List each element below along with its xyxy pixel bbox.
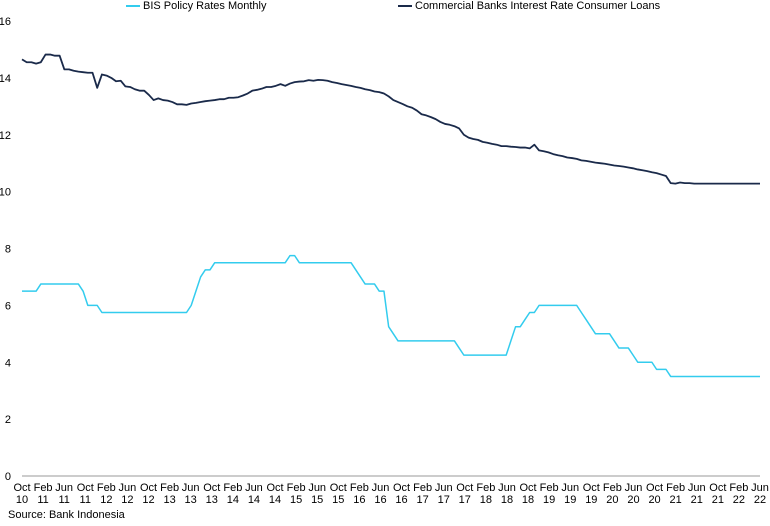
x-tick-label-year: 21 xyxy=(670,494,682,506)
x-tick-label-year: 13 xyxy=(206,494,218,506)
x-tick-label-year: 16 xyxy=(395,494,407,506)
x-tick-label-month: Jun xyxy=(119,482,137,494)
y-tick-label: 16 xyxy=(0,16,11,28)
y-tick-label: 2 xyxy=(5,414,11,426)
x-tick-label-year: 17 xyxy=(459,494,471,506)
x-tick-label-year: 16 xyxy=(374,494,386,506)
y-tick-label: 12 xyxy=(0,130,11,142)
x-tick-label-year: 13 xyxy=(163,494,175,506)
x-tick-label-month: Feb xyxy=(476,482,495,494)
x-tick-label-month: Oct xyxy=(519,482,536,494)
y-tick-label: 10 xyxy=(0,187,11,199)
x-tick-label-month: Jun xyxy=(55,482,73,494)
x-tick-label-month: Feb xyxy=(666,482,685,494)
x-tick-label-month: Jun xyxy=(751,482,769,494)
x-tick-label-month: Feb xyxy=(223,482,242,494)
x-tick-label-year: 11 xyxy=(58,494,69,506)
x-tick-label-year: 17 xyxy=(438,494,450,506)
x-tick-label-month: Feb xyxy=(160,482,179,494)
x-tick-label-month: Oct xyxy=(77,482,94,494)
x-tick-label-month: Feb xyxy=(540,482,559,494)
x-tick-label-month: Feb xyxy=(603,482,622,494)
x-tick-label-month: Jun xyxy=(688,482,706,494)
series-line-policy-rate xyxy=(22,254,760,378)
x-tick-label-month: Feb xyxy=(413,482,432,494)
x-tick-label-year: 16 xyxy=(353,494,365,506)
x-tick-label-year: 15 xyxy=(311,494,323,506)
x-tick-label-year: 21 xyxy=(691,494,703,506)
x-tick-label-year: 21 xyxy=(712,494,724,506)
x-tick-label-year: 12 xyxy=(142,494,154,506)
x-tick-label-year: 13 xyxy=(185,494,197,506)
x-tick-label-month: Feb xyxy=(97,482,116,494)
x-tick-label-month: Oct xyxy=(646,482,663,494)
x-tick-label-month: Oct xyxy=(203,482,220,494)
x-tick-label-month: Oct xyxy=(393,482,410,494)
x-tick-label-month: Oct xyxy=(583,482,600,494)
legend-label-consumer-loans: Commercial Banks Interest Rate Consumer … xyxy=(415,0,661,12)
x-tick-label-month: Oct xyxy=(13,482,30,494)
legend-item-consumer-loans: Commercial Banks Interest Rate Consumer … xyxy=(398,0,660,12)
x-tick-label-year: 20 xyxy=(627,494,639,506)
legend-item-policy-rate: BIS Policy Rates Monthly xyxy=(126,0,267,12)
x-tick-label-year: 18 xyxy=(480,494,492,506)
x-tick-label-month: Oct xyxy=(140,482,157,494)
x-tick-label-year: 20 xyxy=(648,494,660,506)
x-tick-label-month: Feb xyxy=(287,482,306,494)
x-tick-label-month: Oct xyxy=(456,482,473,494)
x-tick-label-year: 18 xyxy=(522,494,534,506)
legend-swatch-consumer-loans xyxy=(398,5,412,7)
legend: BIS Policy Rates Monthly Commercial Bank… xyxy=(0,0,770,14)
x-tick-label-month: Jun xyxy=(625,482,643,494)
x-tick-label-year: 11 xyxy=(80,494,91,506)
x-tick-label-year: 15 xyxy=(290,494,302,506)
x-tick-label-year: 14 xyxy=(248,494,260,506)
x-tick-label-year: 22 xyxy=(754,494,766,506)
x-tick-label-month: Jun xyxy=(435,482,453,494)
source-note: Source: Bank Indonesia xyxy=(8,509,125,521)
x-tick-label-year: 17 xyxy=(417,494,429,506)
x-tick-label-year: 18 xyxy=(501,494,513,506)
y-tick-label: 14 xyxy=(0,73,11,85)
x-tick-label-month: Oct xyxy=(266,482,283,494)
x-tick-label-year: 12 xyxy=(100,494,112,506)
x-tick-label-month: Oct xyxy=(330,482,347,494)
x-tick-label-month: Oct xyxy=(709,482,726,494)
x-tick-label-month: Jun xyxy=(372,482,390,494)
x-tick-label-year: 11 xyxy=(37,494,48,506)
x-tick-label-month: Feb xyxy=(729,482,748,494)
x-tick-label-month: Jun xyxy=(498,482,516,494)
x-tick-label-year: 14 xyxy=(269,494,281,506)
x-tick-label-month: Jun xyxy=(308,482,326,494)
legend-swatch-policy-rate xyxy=(126,5,140,7)
x-tick-label-year: 19 xyxy=(585,494,597,506)
x-tick-label-month: Jun xyxy=(561,482,579,494)
x-tick-label-month: Feb xyxy=(34,482,53,494)
x-tick-label-year: 10 xyxy=(16,494,28,506)
y-tick-label: 6 xyxy=(5,300,11,312)
y-tick-label: 8 xyxy=(5,244,11,256)
x-tick-label-year: 14 xyxy=(227,494,239,506)
x-tick-label-month: Feb xyxy=(350,482,369,494)
x-tick-label-year: 12 xyxy=(121,494,133,506)
x-tick-label-year: 22 xyxy=(733,494,745,506)
legend-label-policy-rate: BIS Policy Rates Monthly xyxy=(143,0,267,12)
x-tick-label-month: Jun xyxy=(245,482,263,494)
x-tick-label-year: 19 xyxy=(564,494,576,506)
series-line-consumer-loans xyxy=(21,53,760,185)
x-tick-label-year: 19 xyxy=(543,494,555,506)
y-tick-label: 0 xyxy=(5,471,11,483)
x-tick-label-year: 20 xyxy=(606,494,618,506)
x-tick-label-year: 15 xyxy=(332,494,344,506)
y-tick-label: 4 xyxy=(5,357,11,369)
x-tick-label-month: Jun xyxy=(182,482,200,494)
